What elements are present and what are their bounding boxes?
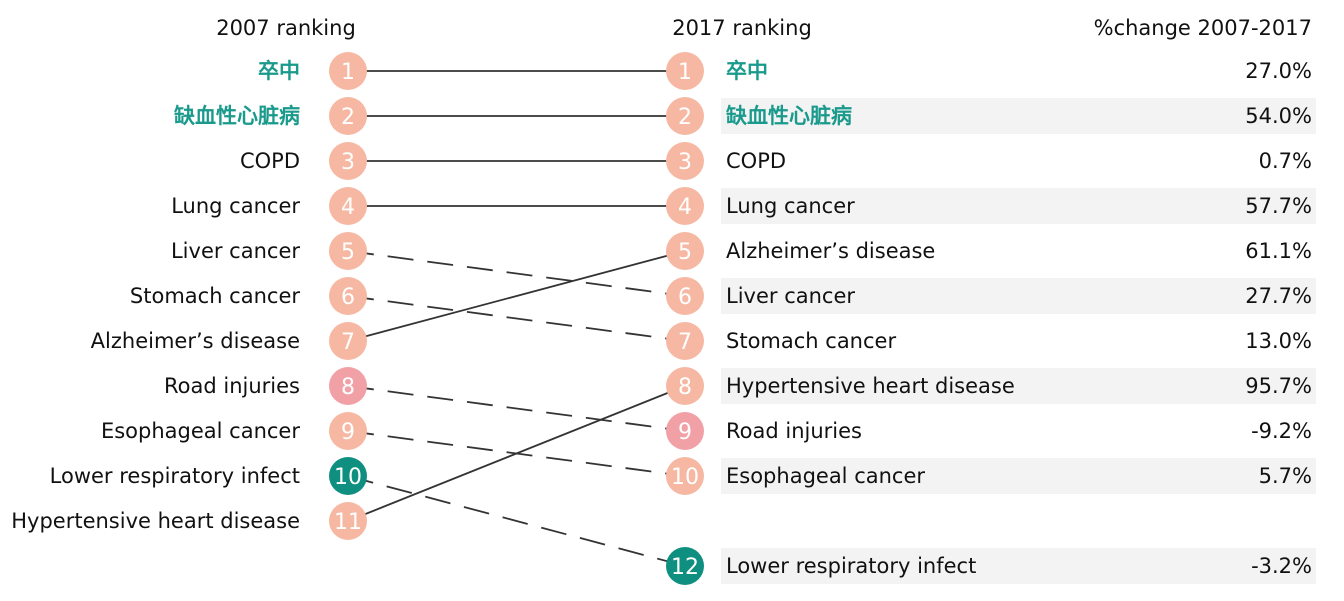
- rank-2017-circle: [666, 277, 704, 315]
- rank-2017-circle: [666, 232, 704, 270]
- cause-label-2007: Alzheimer’s disease: [91, 329, 300, 353]
- header-2007-ranking: 2007 ranking: [216, 16, 356, 40]
- cause-label-2017: Alzheimer’s disease: [726, 239, 935, 263]
- rank-2007-number: 11: [334, 510, 362, 535]
- rank-2017-circle: [666, 142, 704, 180]
- rank-2017-number: 6: [678, 285, 692, 310]
- cause-label-2007: Hypertensive heart disease: [11, 509, 300, 533]
- rank-2007-circle: [329, 502, 367, 540]
- rank-2017-number: 8: [678, 375, 692, 400]
- row-stripe: [721, 368, 1316, 404]
- cause-label-2007: Lung cancer: [171, 194, 300, 218]
- rank-2017-circle: [666, 187, 704, 225]
- cause-label-2007: Liver cancer: [171, 239, 300, 263]
- rank-2017-circle: [666, 97, 704, 135]
- row-stripe: [721, 458, 1316, 494]
- pct-change-value: -3.2%: [1251, 554, 1312, 578]
- rank-2007-number: 2: [341, 105, 355, 130]
- rank-2007-number: 6: [341, 285, 355, 310]
- row-stripe: [721, 278, 1316, 314]
- rank-2007-circle: [329, 322, 367, 360]
- pct-change-value: 5.7%: [1259, 464, 1312, 488]
- rank-2017-circle: [666, 412, 704, 450]
- rank-2007-circle: [329, 187, 367, 225]
- pct-change-value: 54.0%: [1245, 104, 1312, 128]
- cause-label-2017: Esophageal cancer: [726, 464, 925, 488]
- header-2017-ranking: 2017 ranking: [672, 16, 812, 40]
- rank-2007-number: 4: [341, 195, 355, 220]
- cause-label-2017: Stomach cancer: [726, 329, 896, 353]
- cause-label-2007: 缺血性心脏病: [174, 104, 300, 128]
- rank-2017-circle: [666, 457, 704, 495]
- rank-2017-number: 7: [678, 330, 692, 355]
- pct-change-value: 61.1%: [1245, 239, 1312, 263]
- pct-change-value: 27.0%: [1245, 59, 1312, 83]
- cause-label-2017: 缺血性心脏病: [726, 104, 852, 128]
- rank-2007-circle: [329, 97, 367, 135]
- rank-2017-number: 4: [678, 195, 692, 220]
- rank-2007-circle: [329, 457, 367, 495]
- cause-label-2007: Lower respiratory infect: [50, 464, 300, 488]
- rank-2017-number: 5: [678, 240, 692, 265]
- rank-2007-number: 9: [341, 420, 355, 445]
- cause-label-2007: Stomach cancer: [130, 284, 300, 308]
- rank-2007-number: 8: [341, 375, 355, 400]
- cause-label-2017: Liver cancer: [726, 284, 855, 308]
- rank-2007-number: 7: [341, 330, 355, 355]
- rank-links: [347, 70, 686, 567]
- rank-2017-circle: [666, 52, 704, 90]
- cause-label-2017: Road injuries: [726, 419, 862, 443]
- row-stripe: [721, 98, 1316, 134]
- rank-2007-number: 3: [341, 150, 355, 175]
- cause-label-2017: Lung cancer: [726, 194, 855, 218]
- rank-2007-number: 10: [334, 465, 362, 490]
- pct-change-value: 13.0%: [1245, 329, 1312, 353]
- rank-2007-circle: [329, 52, 367, 90]
- rank-2007-number: 1: [341, 60, 355, 85]
- rank-2017-circle: [666, 322, 704, 360]
- rank-link: [347, 295, 686, 342]
- cause-label-2017: 卒中: [726, 59, 768, 83]
- cause-label-2017: Hypertensive heart disease: [726, 374, 1015, 398]
- rank-2007-circle: [329, 232, 367, 270]
- rank-2007-circle: [329, 142, 367, 180]
- rank-link: [347, 385, 686, 432]
- pct-change-value: 57.7%: [1245, 194, 1312, 218]
- pct-change-value: 0.7%: [1259, 149, 1312, 173]
- rank-2007-circle: [329, 412, 367, 450]
- rank-2017-number: 1: [678, 60, 692, 85]
- row-stripe: [721, 548, 1316, 584]
- cause-label-2017: Lower respiratory infect: [726, 554, 976, 578]
- rank-2007-circle: [329, 277, 367, 315]
- cause-label-2007: Esophageal cancer: [101, 419, 300, 443]
- rank-2017-number: 12: [671, 555, 699, 580]
- rank-2017-circle: [666, 367, 704, 405]
- pct-change-value: -9.2%: [1251, 419, 1312, 443]
- rank-2017-number: 10: [671, 465, 699, 490]
- cause-label-2007: 卒中: [258, 59, 300, 83]
- rank-link: [347, 385, 686, 522]
- rank-link: [347, 250, 686, 297]
- rank-link: [347, 475, 686, 567]
- rank-2017-number: 2: [678, 105, 692, 130]
- cause-label-2007: Road injuries: [164, 374, 300, 398]
- row-stripe: [721, 188, 1316, 224]
- cause-label-2017: COPD: [726, 149, 786, 173]
- rank-2007-number: 5: [341, 240, 355, 265]
- cause-label-2007: COPD: [240, 149, 300, 173]
- pct-change-value: 27.7%: [1245, 284, 1312, 308]
- rank-link: [347, 250, 686, 342]
- rank-2017-number: 3: [678, 150, 692, 175]
- rank-2007-circle: [329, 367, 367, 405]
- row-stripes: [721, 98, 1316, 584]
- pct-change-value: 95.7%: [1245, 374, 1312, 398]
- rank-2017-circle: [666, 547, 704, 585]
- rank-2017-number: 9: [678, 420, 692, 445]
- header-pct-change: %change 2007-2017: [1094, 16, 1312, 40]
